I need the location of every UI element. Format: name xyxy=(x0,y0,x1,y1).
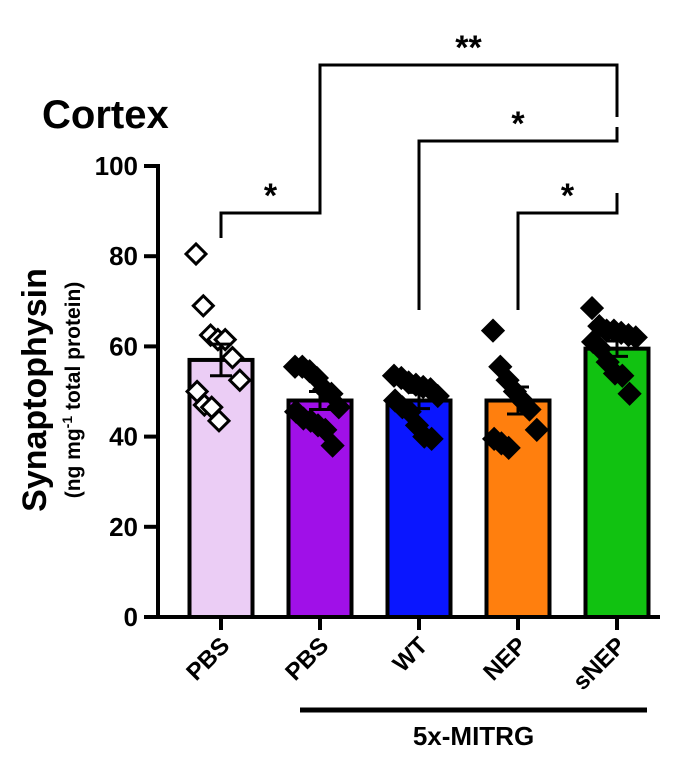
significance-bracket xyxy=(417,127,619,310)
data-point xyxy=(623,325,648,350)
significance-label: ** xyxy=(455,29,482,67)
y-axis-sublabel: (ng mg-1 total protein) xyxy=(59,282,85,499)
data-point xyxy=(326,395,351,420)
data-point xyxy=(191,293,216,318)
y-tick-label: 80 xyxy=(109,241,138,271)
x-tick-label: PBS xyxy=(181,632,235,686)
y-axis-sublabel-suffix: total protein) xyxy=(62,282,85,416)
data-point xyxy=(227,368,252,393)
significance-bracket xyxy=(318,63,619,193)
y-axis-sublabel-superscript: -1 xyxy=(59,416,75,429)
group-label: 5x-MITRG xyxy=(413,721,534,751)
data-point xyxy=(320,433,345,458)
data-point xyxy=(524,417,549,442)
data-point xyxy=(220,345,245,370)
y-tick-label: 20 xyxy=(109,512,138,542)
data-point xyxy=(496,435,521,460)
x-tick-label: sNEP xyxy=(568,632,631,695)
x-tick-label: PBS xyxy=(280,632,334,686)
significance-label: * xyxy=(264,177,278,215)
y-tick-label: 60 xyxy=(109,331,138,361)
x-tick-label: NEP xyxy=(478,632,532,686)
significance-bracket xyxy=(219,193,322,238)
significance-label: * xyxy=(561,177,575,215)
significance-label: * xyxy=(511,105,525,143)
y-tick-label: 0 xyxy=(124,602,138,632)
data-point xyxy=(425,383,450,409)
data-point xyxy=(610,363,635,388)
data-point xyxy=(183,241,209,267)
y-tick-label: 40 xyxy=(109,422,138,452)
data-point xyxy=(480,318,506,343)
data-point xyxy=(206,408,232,433)
data-point xyxy=(617,381,642,406)
data-point xyxy=(419,426,444,451)
significance-bracket xyxy=(516,193,619,310)
y-axis-label: Synaptophysin xyxy=(16,268,54,512)
x-tick-label: WT xyxy=(388,632,434,678)
y-axis-sublabel-prefix: (ng mg xyxy=(62,428,85,498)
bar xyxy=(583,346,651,619)
chart-title: Cortex xyxy=(42,93,169,137)
data-point xyxy=(579,295,605,321)
y-tick-label: 100 xyxy=(95,151,138,181)
data-point xyxy=(313,417,338,442)
